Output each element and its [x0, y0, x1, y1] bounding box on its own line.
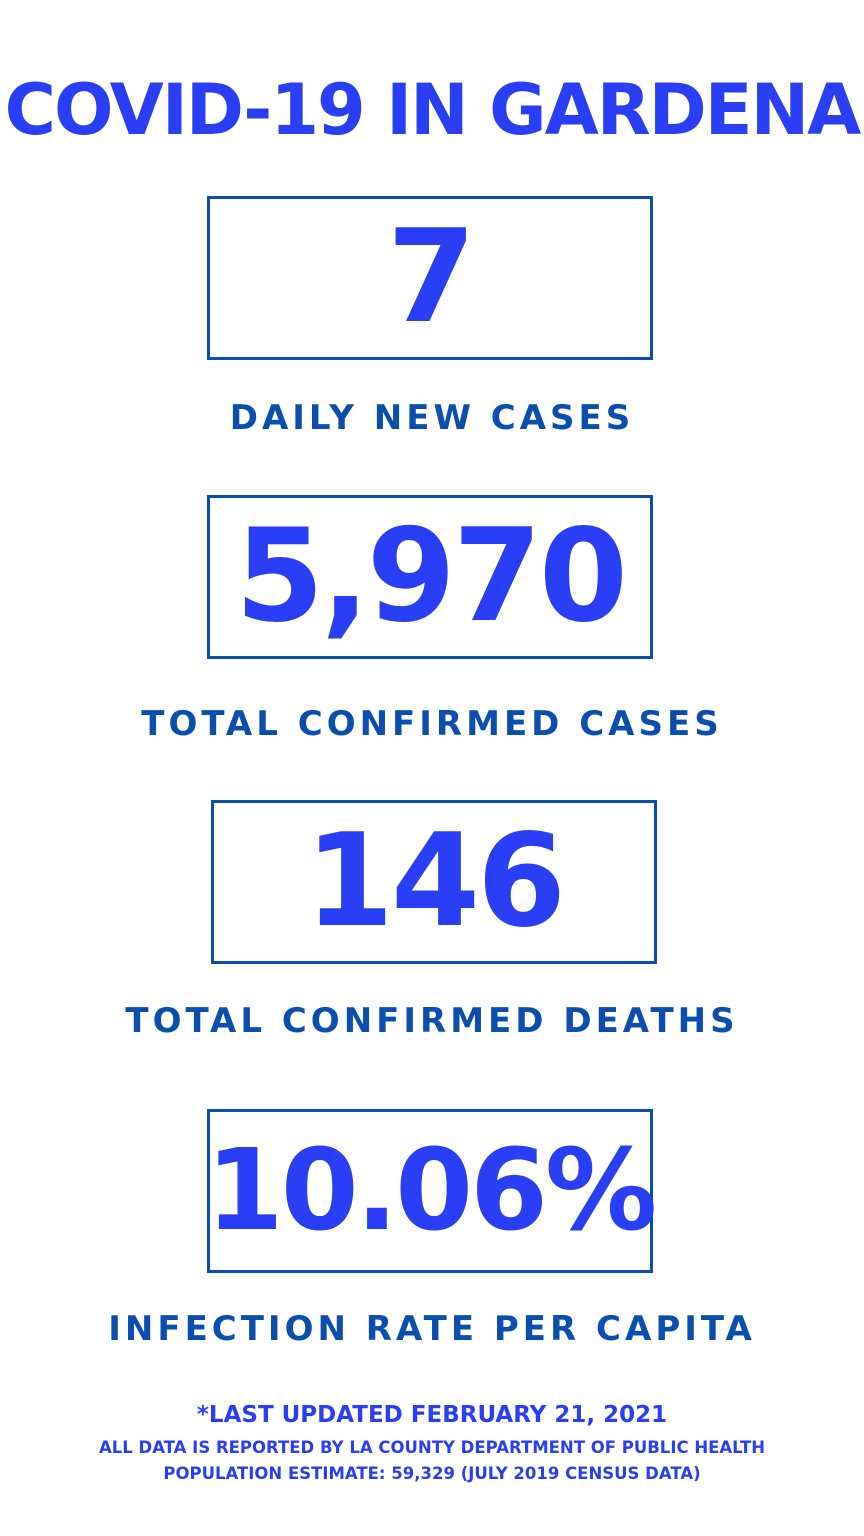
total-deaths-label: TOTAL CONFIRMED DEATHS — [125, 1001, 739, 1041]
infection-rate-box: 10.06% — [205, 1109, 657, 1273]
daily-new-cases-label: DAILY NEW CASES — [229, 398, 635, 438]
daily-new-cases-value: 7 — [386, 203, 476, 352]
infection-rate-label: INFECTION RATE PER CAPITA — [108, 1309, 756, 1349]
page-title: COVID-19 IN GARDENA — [4, 69, 862, 151]
population-estimate: POPULATION ESTIMATE: 59,329 (JULY 2019 C… — [163, 1464, 701, 1483]
total-cases-value: 5,970 — [235, 502, 628, 651]
total-cases-label: TOTAL CONFIRMED CASES — [141, 704, 723, 744]
total-deaths-box: 146 — [211, 800, 657, 964]
data-source: ALL DATA IS REPORTED BY LA COUNTY DEPART… — [98, 1438, 766, 1457]
total-deaths-value: 146 — [304, 807, 566, 956]
total-cases-box: 5,970 — [207, 495, 653, 659]
last-updated: *LAST UPDATED FEBRUARY 21, 2021 — [196, 1402, 668, 1428]
daily-new-cases-box: 7 — [207, 196, 653, 360]
infection-rate-value: 10.06% — [205, 1126, 657, 1256]
